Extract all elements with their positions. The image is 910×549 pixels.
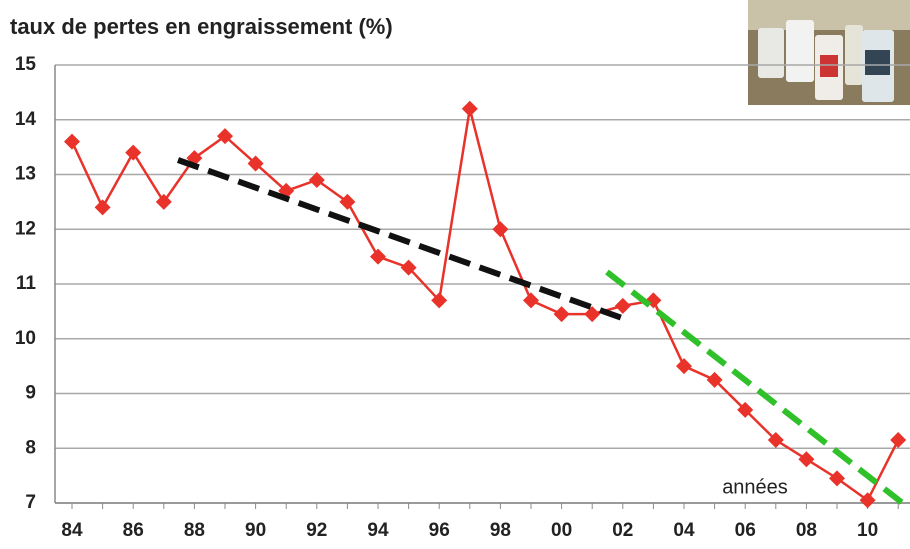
x-tick-label: 98: [490, 520, 511, 541]
x-tick-label: 06: [735, 520, 756, 541]
y-tick-label: 11: [16, 273, 37, 294]
x-tick-label: 88: [184, 520, 205, 541]
y-tick-label: 9: [25, 383, 36, 404]
marker: [798, 451, 814, 467]
trend-line: [607, 272, 905, 505]
marker: [462, 101, 478, 117]
x-tick-label: 90: [245, 520, 266, 541]
y-tick-label: 13: [15, 164, 36, 185]
marker: [156, 194, 172, 210]
x-tick-label: 00: [551, 520, 572, 541]
marker: [829, 470, 845, 486]
y-tick-label: 8: [25, 437, 36, 458]
x-tick-label: 92: [306, 520, 327, 541]
marker: [125, 145, 141, 161]
y-tick-label: 14: [15, 109, 37, 130]
marker: [615, 298, 631, 314]
photo: [748, 0, 910, 105]
chart-title: taux de pertes en engraissement (%): [10, 14, 393, 39]
x-tick-label: 86: [123, 520, 144, 541]
x-tick-label: 08: [796, 520, 817, 541]
x-tick-label: 02: [612, 520, 633, 541]
marker: [64, 134, 80, 150]
marker: [523, 292, 539, 308]
marker: [95, 199, 111, 215]
x-axis-label: années: [722, 476, 788, 498]
chart: taux de pertes en engraissement (%) 7 8 9 1…: [0, 0, 910, 549]
y-tick-label: 12: [15, 218, 36, 239]
marker: [890, 432, 906, 448]
marker: [370, 249, 386, 265]
x-tick-label: 04: [673, 520, 695, 541]
marker: [492, 221, 508, 237]
x-tick-label: 94: [367, 520, 389, 541]
marker: [339, 194, 355, 210]
marker: [554, 306, 570, 322]
y-tick-label: 10: [15, 328, 36, 349]
y-tick-label: 7: [25, 492, 36, 513]
x-tick-label: 84: [61, 520, 83, 541]
y-tick-label: 15: [15, 54, 37, 75]
x-tick-label: 96: [429, 520, 450, 541]
marker: [860, 492, 876, 508]
marker: [676, 358, 692, 374]
x-tick-label: 10: [857, 520, 878, 541]
trend-line: [178, 160, 622, 318]
page: {"chart_data": {"type": "line", "title":…: [0, 0, 910, 549]
